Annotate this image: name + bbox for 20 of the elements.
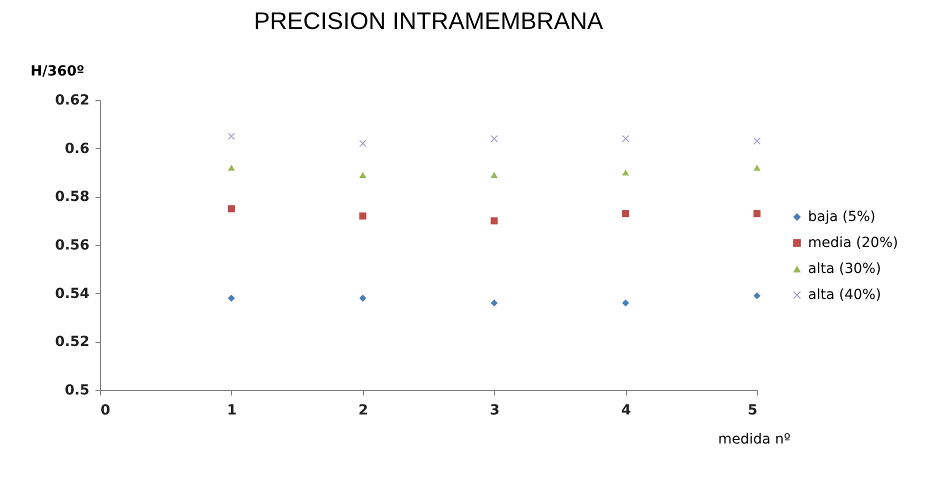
- y-axis-title: H/360º: [30, 64, 85, 80]
- x-axis-title: medida nº: [718, 432, 790, 448]
- y-tick-label: 0.58: [54, 189, 90, 206]
- legend-label: baja (5%): [808, 209, 876, 225]
- y-tick-label: 0.52: [54, 334, 90, 350]
- x-tick-label: 2: [358, 402, 368, 418]
- y-tick-label: 0.6: [64, 140, 90, 157]
- y-tick-label: 0.62: [54, 92, 90, 108]
- x-tick-label: 0: [100, 402, 110, 418]
- legend-label: alta (30%): [808, 261, 882, 277]
- y-tick-label: 0.54: [54, 286, 90, 302]
- x-tick-label: 3: [490, 402, 500, 418]
- x-tick-label: 5: [748, 402, 758, 418]
- legend-label: alta (40%): [808, 287, 882, 303]
- chart-title: PRECISION INTRAMEMBRANA: [254, 8, 604, 35]
- x-tick-label: 4: [621, 402, 632, 418]
- legend-label: media (20%): [808, 235, 898, 251]
- y-tick-label: 0.5: [64, 382, 90, 398]
- y-tick-label: 0.56: [54, 238, 90, 254]
- x-tick-label: 1: [227, 402, 237, 418]
